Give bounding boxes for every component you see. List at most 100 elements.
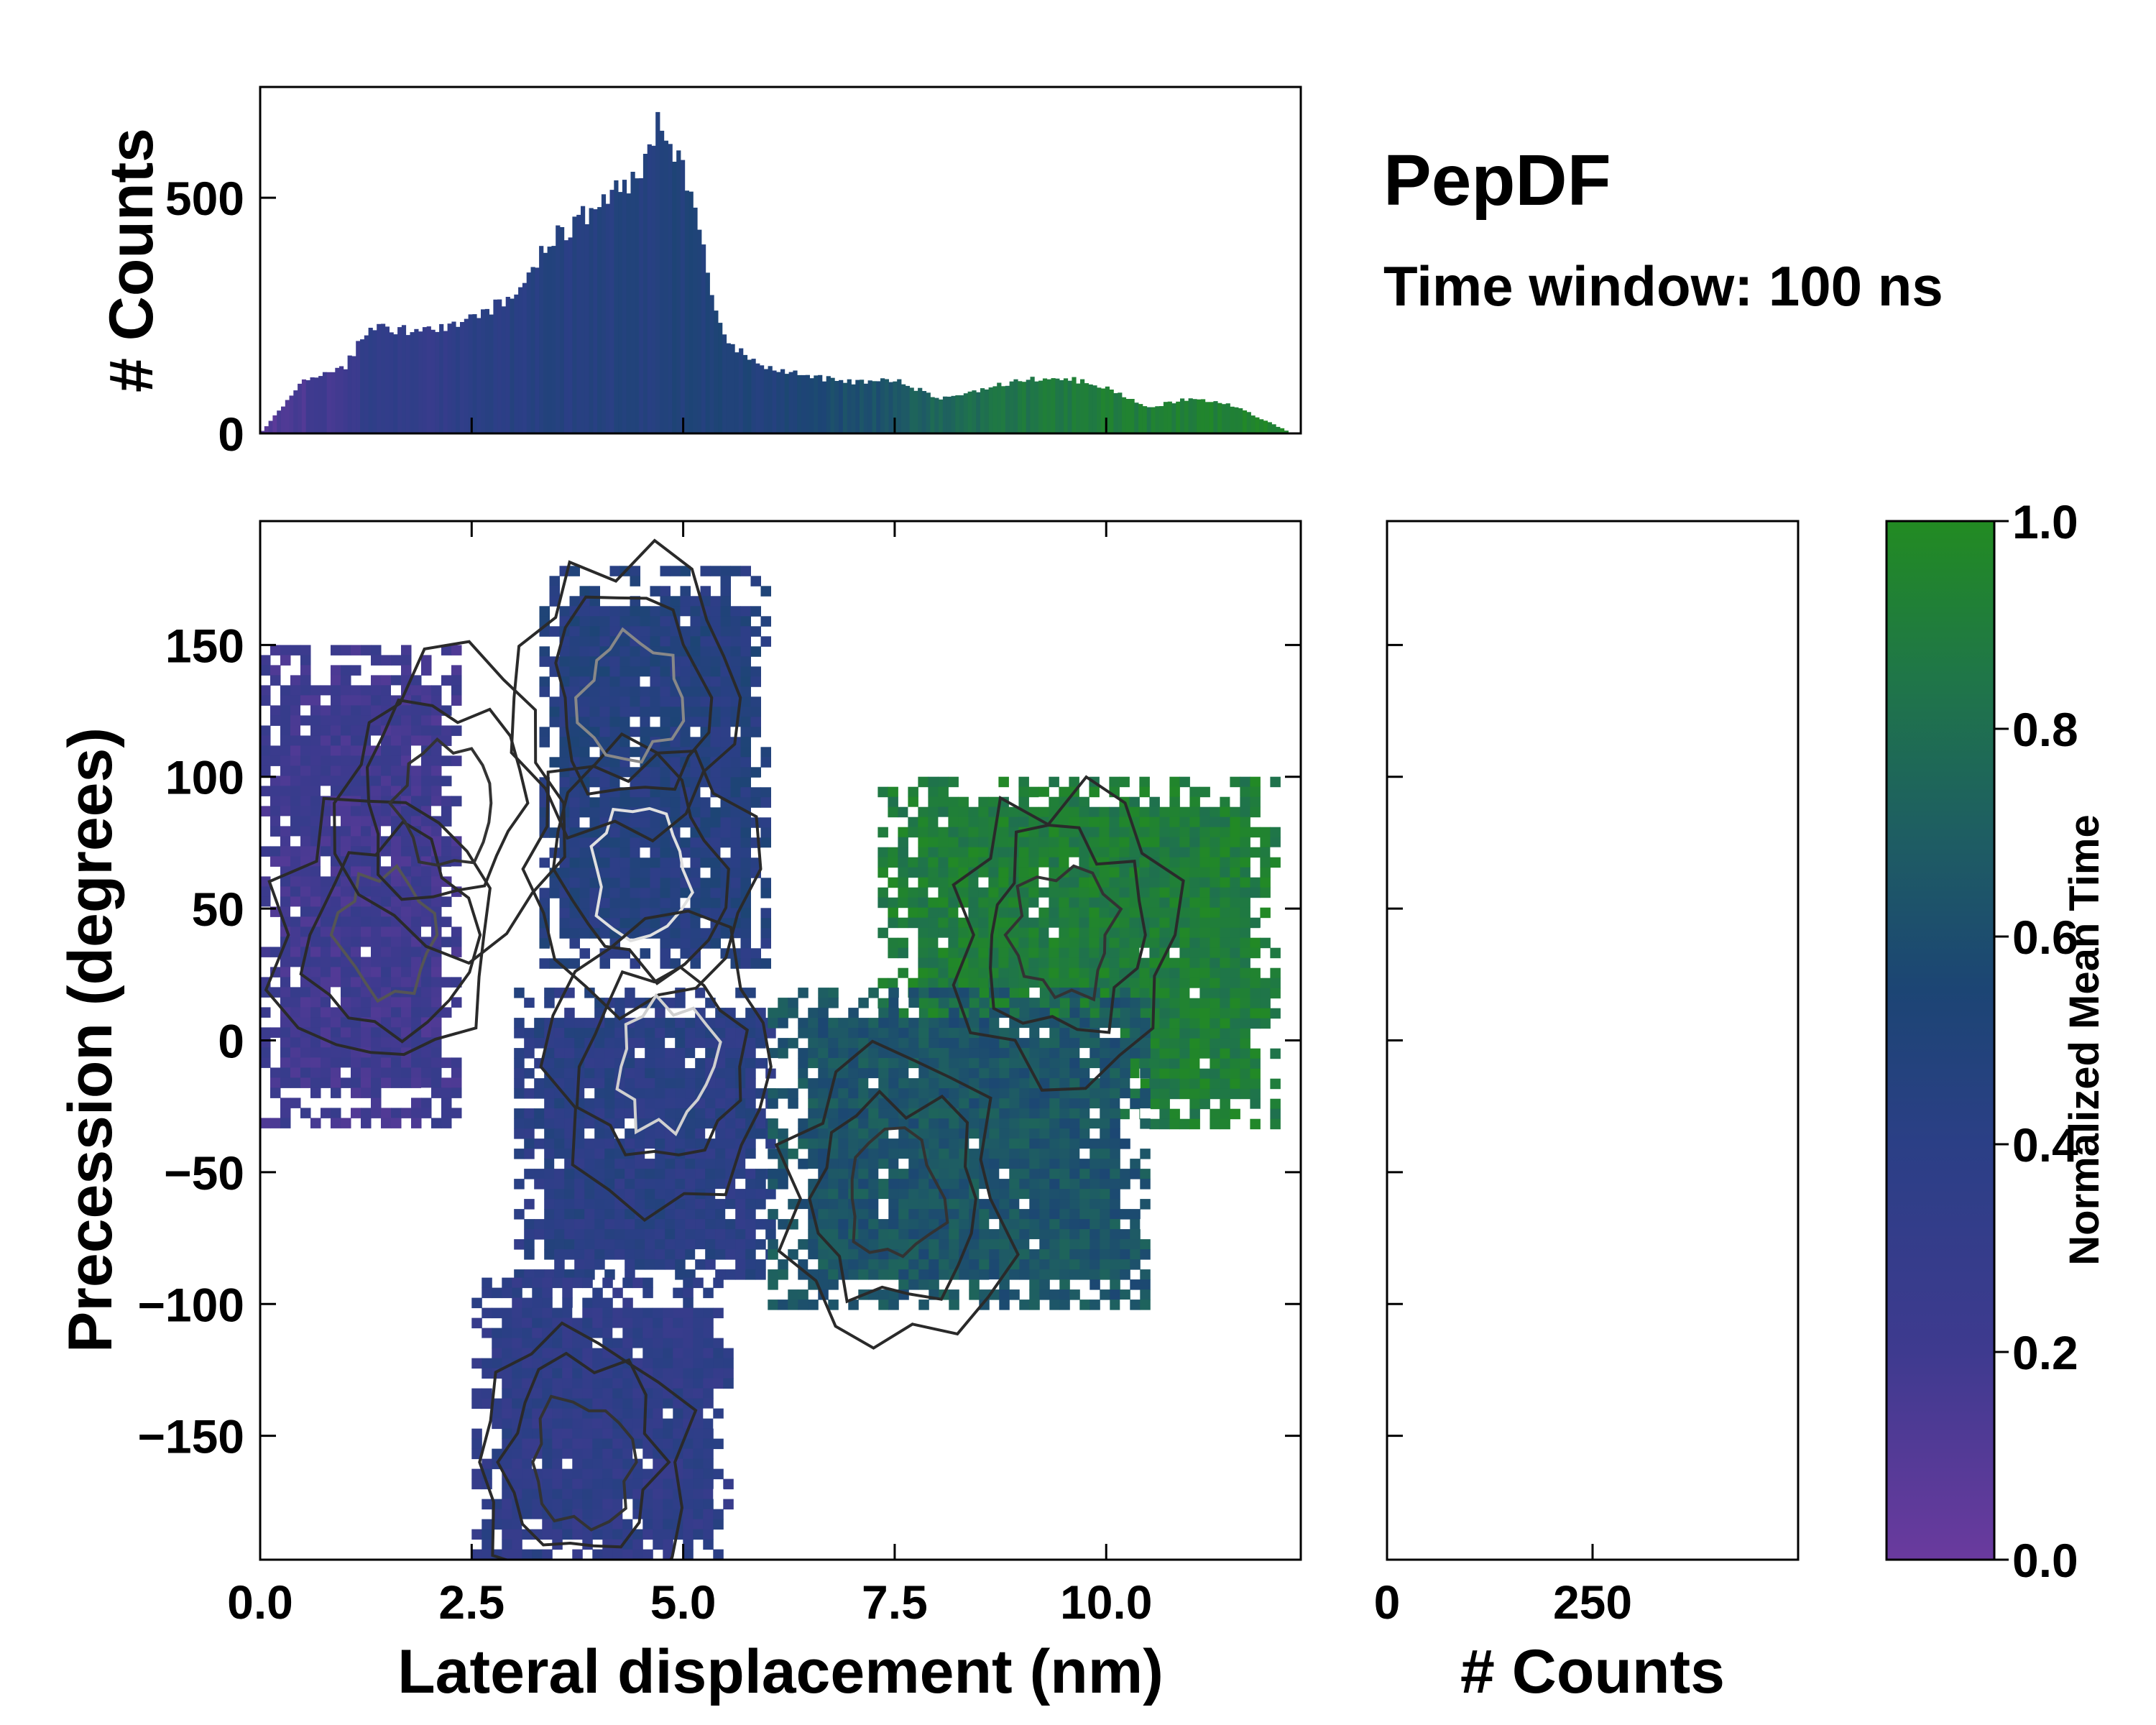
heatmap-cell — [361, 1077, 372, 1088]
heatmap-cell — [1079, 1088, 1090, 1099]
top-hist-bar — [635, 178, 640, 433]
heatmap-cell — [290, 675, 301, 686]
top-hist-bar — [784, 374, 789, 433]
heatmap-cell — [371, 645, 382, 656]
heatmap-cell — [1049, 837, 1059, 848]
heatmap-cell — [650, 847, 660, 858]
heatmap-cell — [451, 866, 462, 877]
top-hist-bar — [1163, 402, 1169, 433]
heatmap-cell — [602, 1317, 613, 1329]
heatmap-cell — [683, 1438, 694, 1450]
heatmap-cell — [938, 867, 949, 878]
heatmap-cell — [630, 908, 640, 919]
heatmap-cell — [1270, 827, 1281, 838]
heatmap-cell — [1149, 827, 1160, 838]
heatmap-cell — [1189, 927, 1200, 939]
heatmap-cell — [650, 817, 660, 828]
heatmap-cell — [695, 1199, 706, 1210]
heatmap-cell — [1028, 957, 1039, 969]
heatmap-cell — [552, 1499, 563, 1510]
heatmap-cell — [1109, 867, 1120, 878]
heatmap-cell — [898, 847, 908, 858]
top-hist-bar — [1063, 378, 1069, 433]
heatmap-cell — [534, 1028, 545, 1039]
heatmap-cell — [300, 987, 311, 998]
heatmap-cell — [1069, 1078, 1080, 1089]
heatmap-cell — [683, 1277, 694, 1289]
heatmap-cell — [740, 908, 751, 919]
heatmap-cell — [471, 1428, 482, 1440]
heatmap-cell — [703, 1438, 714, 1450]
heatmap-cell — [1210, 1048, 1220, 1059]
heatmap-cell — [740, 918, 751, 929]
heatmap-cell — [640, 707, 650, 717]
heatmap-cell — [730, 767, 741, 778]
heatmap-cell — [579, 807, 590, 818]
heatmap-cell — [918, 1078, 929, 1089]
heatmap-cell — [592, 1478, 603, 1490]
heatmap-cell — [888, 1068, 899, 1079]
heatmap-cell — [908, 907, 918, 919]
heatmap-cell — [1270, 967, 1281, 979]
heatmap-cell — [1159, 937, 1170, 949]
heatmap-cell — [625, 1128, 635, 1139]
heatmap-cell — [1189, 1058, 1200, 1070]
heatmap-cell — [594, 1138, 605, 1149]
heatmap-cell — [1189, 1078, 1200, 1090]
heatmap-cell — [1079, 1108, 1090, 1119]
heatmap-cell — [898, 897, 908, 908]
heatmap-cell — [381, 957, 392, 967]
heatmap-cell — [351, 926, 361, 937]
heatmap-cell — [502, 1328, 512, 1339]
heatmap-cell — [1220, 897, 1230, 908]
heatmap-cell — [760, 918, 771, 929]
top-hist-bar — [1046, 379, 1051, 433]
heatmap-cell — [612, 1478, 623, 1490]
heatmap-cell — [632, 1559, 643, 1560]
heatmap-cell — [653, 1428, 663, 1440]
heatmap-cell — [710, 857, 721, 868]
heatmap-cell — [665, 1028, 676, 1039]
heatmap-cell — [1250, 1108, 1261, 1120]
heatmap-cell — [693, 1378, 704, 1389]
heatmap-cell — [1110, 1078, 1120, 1089]
heatmap-cell — [655, 1128, 665, 1139]
top-hist-bar — [1021, 382, 1027, 433]
heatmap-cell — [544, 1239, 555, 1250]
heatmap-cell — [574, 1229, 585, 1240]
heatmap-cell — [310, 745, 321, 756]
heatmap-cell — [720, 707, 731, 717]
heatmap-cell — [959, 1199, 969, 1210]
heatmap-cell — [632, 1338, 643, 1349]
heatmap-cell — [690, 928, 701, 939]
heatmap-cell — [431, 695, 442, 706]
heatmap-cell — [1049, 857, 1059, 868]
heatmap-cell — [310, 786, 321, 796]
heatmap-cell — [502, 1338, 512, 1349]
heatmap-cell — [663, 1438, 673, 1450]
heatmap-cell — [968, 806, 979, 818]
heatmap-cell — [939, 1058, 949, 1069]
heatmap-cell — [341, 735, 351, 746]
heatmap-cell — [740, 666, 751, 677]
heatmap-cell — [1100, 1138, 1110, 1149]
heatmap-cell — [381, 856, 392, 867]
heatmap-cell — [1159, 1028, 1170, 1039]
heatmap-cell — [1039, 1149, 1050, 1159]
heatmap-cell — [685, 1199, 696, 1210]
heatmap-cell — [1038, 967, 1049, 979]
heatmap-cell — [959, 1088, 969, 1099]
heatmap-cell — [300, 916, 311, 927]
heatmap-cell — [818, 1058, 829, 1069]
heatmap-cell — [599, 696, 610, 707]
heatmap-cell — [908, 988, 919, 998]
heatmap-cell — [898, 837, 908, 848]
heatmap-cell — [720, 807, 731, 818]
heatmap-cell — [908, 1138, 919, 1149]
heatmap-cell — [1240, 978, 1250, 989]
heatmap-cell — [579, 898, 590, 908]
heatmap-cell — [381, 896, 392, 907]
heatmap-cell — [690, 837, 701, 848]
heatmap-cell — [640, 868, 650, 878]
